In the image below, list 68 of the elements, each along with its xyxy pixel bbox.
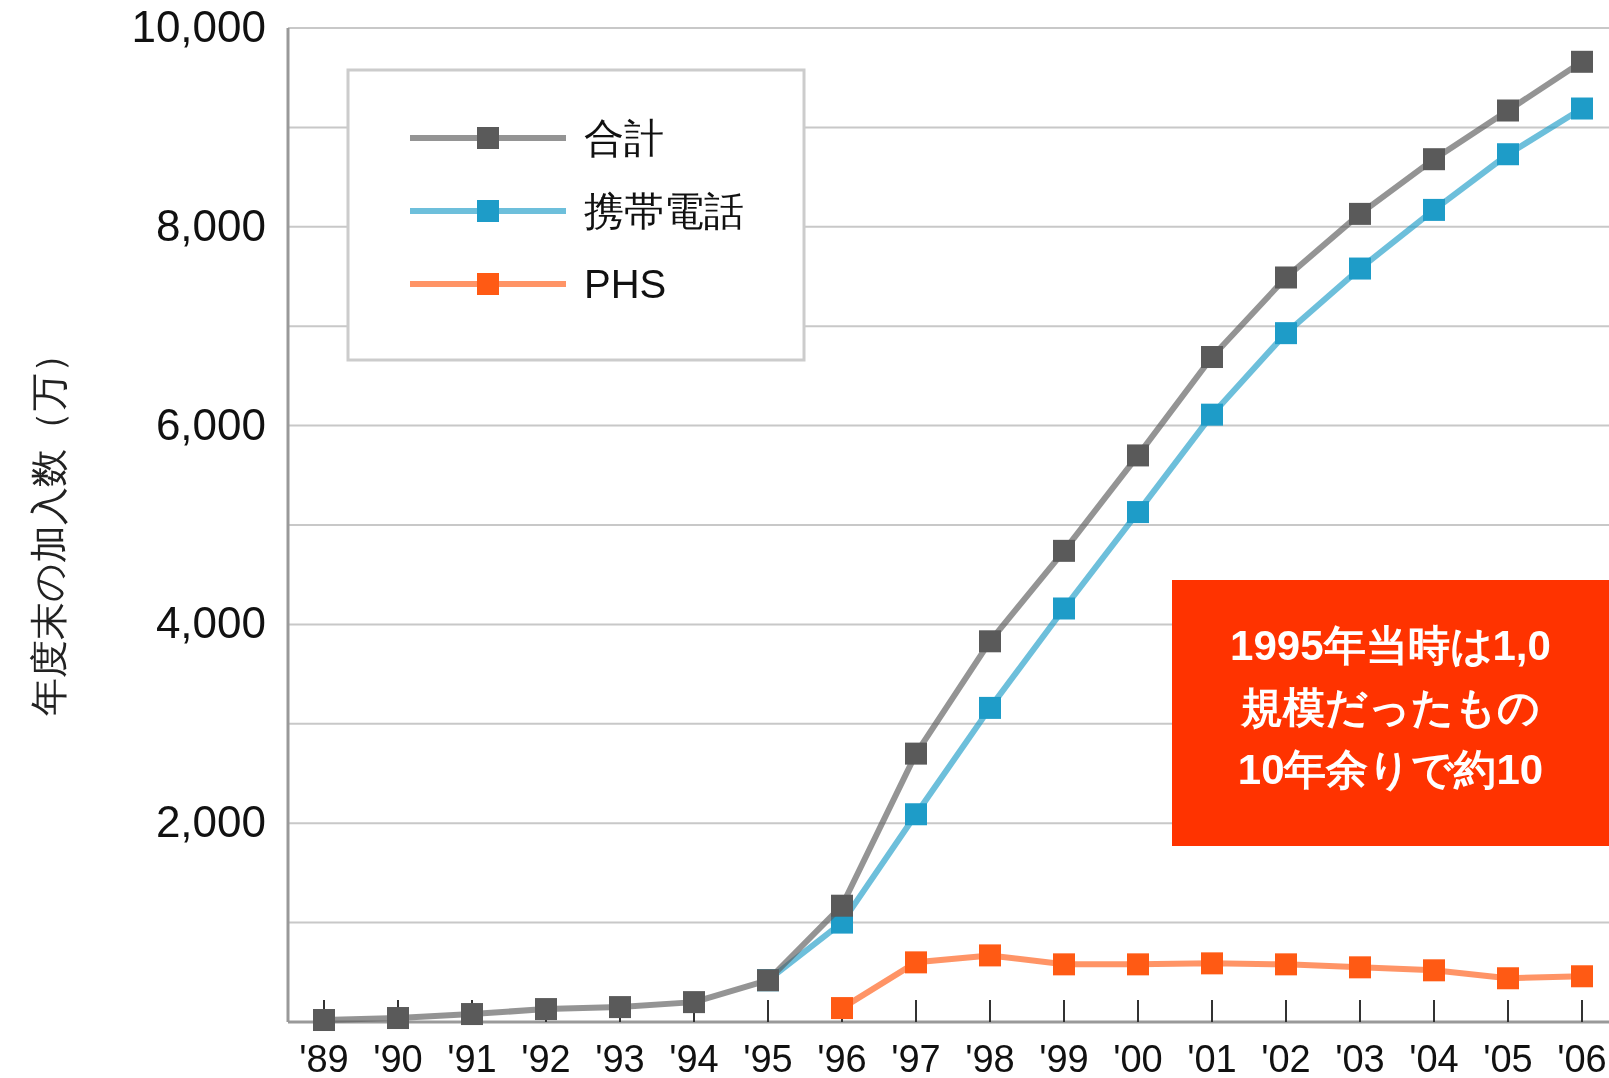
point [831, 894, 853, 917]
point [609, 996, 631, 1019]
point [905, 742, 927, 765]
point [1423, 148, 1445, 171]
point [683, 991, 705, 1014]
x-tick-label: '02 [1261, 1038, 1311, 1078]
legend-label: 合計 [584, 116, 664, 160]
y-tick-label: 2,000 [155, 797, 266, 847]
x-tick-label: '90 [373, 1038, 423, 1078]
point [979, 944, 1001, 967]
annotation: 規模だったもの [1240, 684, 1540, 731]
point [1127, 501, 1149, 524]
point [1053, 597, 1075, 620]
point [461, 1003, 483, 1026]
point [1053, 539, 1075, 562]
x-tick-label: '06 [1557, 1038, 1607, 1078]
point [1275, 953, 1297, 976]
point [1053, 953, 1075, 976]
point [1201, 346, 1223, 369]
point [905, 803, 927, 826]
y-tick-label: 6,000 [155, 399, 266, 449]
y-axis-title: 年度末の加入数（万） [28, 334, 70, 716]
y-tick-label: 4,000 [155, 598, 266, 648]
point [979, 630, 1001, 653]
point [1201, 403, 1223, 426]
y-tick-label: 10,000 [131, 2, 266, 51]
annotation: 1995年当時は1,0 [1230, 622, 1551, 669]
point [387, 1007, 409, 1030]
point [1349, 202, 1371, 225]
point [1571, 965, 1593, 988]
x-tick-label: '03 [1335, 1038, 1385, 1078]
point [1497, 967, 1519, 990]
x-tick-label: '00 [1113, 1038, 1163, 1078]
point [1127, 444, 1149, 467]
point [1423, 959, 1445, 982]
x-tick-label: '96 [817, 1038, 867, 1078]
point [1127, 953, 1149, 976]
point [1497, 143, 1519, 166]
point [1349, 257, 1371, 280]
y-tick-label: 8,000 [155, 200, 266, 250]
x-tick-label: '92 [521, 1038, 571, 1078]
point [1423, 198, 1445, 221]
point [1275, 266, 1297, 289]
x-tick-label: '89 [299, 1038, 349, 1078]
x-tick-label: '05 [1483, 1038, 1533, 1078]
legend-label: 携帯電話 [584, 189, 744, 233]
x-tick-label: '01 [1187, 1038, 1237, 1078]
point [905, 951, 927, 974]
x-tick-label: '94 [669, 1038, 719, 1078]
point [535, 998, 557, 1021]
point [1571, 50, 1593, 73]
x-tick-label: '91 [447, 1038, 497, 1078]
x-tick-label: '98 [965, 1038, 1015, 1078]
annotation: 10年余りで約10 [1237, 746, 1544, 793]
point [313, 1009, 335, 1032]
point [979, 696, 1001, 719]
x-tick-label: '99 [1039, 1038, 1089, 1078]
point [1571, 97, 1593, 120]
point [1497, 99, 1519, 122]
legend-label: PHS [584, 262, 667, 306]
x-tick-label: '04 [1409, 1038, 1459, 1078]
point [831, 997, 853, 1020]
x-tick-label: '97 [891, 1038, 941, 1078]
point [1349, 956, 1371, 979]
point [1201, 952, 1223, 975]
point [1275, 322, 1297, 345]
x-tick-label: '95 [743, 1038, 793, 1078]
x-tick-label: '93 [595, 1038, 645, 1078]
